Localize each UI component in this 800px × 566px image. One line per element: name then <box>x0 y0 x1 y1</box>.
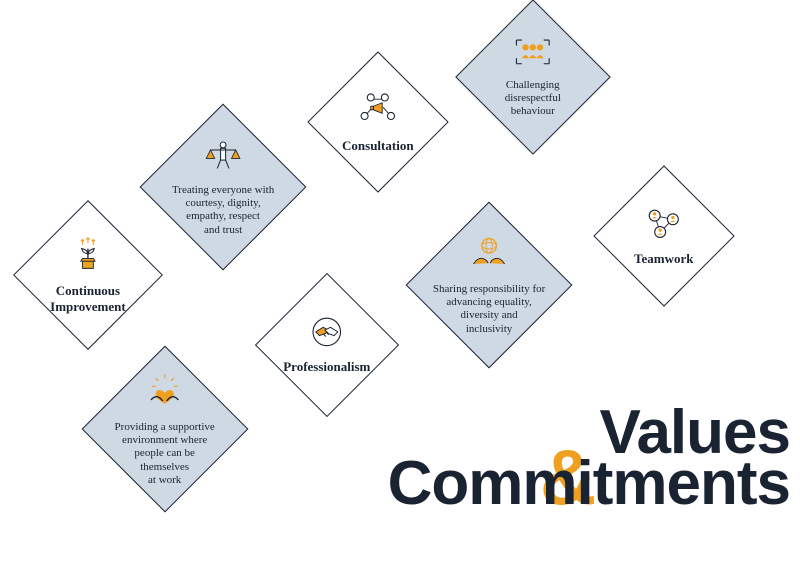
diamond-label: Professionalism <box>283 359 370 375</box>
diamond-teamwork: Teamwork <box>614 186 714 286</box>
title-block: Values Commitments <box>388 408 790 510</box>
hands-globe-icon <box>468 234 510 277</box>
handshake-icon <box>305 316 349 353</box>
diamond-label: Teamwork <box>634 251 693 267</box>
people-network-icon <box>644 206 684 245</box>
diamond-label: Sharing responsibility foradvancing equa… <box>433 283 545 336</box>
diamond-label: Treating everyone withcourtesy, dignity,… <box>172 184 274 237</box>
diamond-continuous-improvement: ContinuousImprovement <box>35 222 141 328</box>
title-line-2: Commitments <box>388 459 790 510</box>
diamond-challenging: Challenging disrespectfulbehaviour <box>478 22 588 132</box>
scales-icon <box>202 137 244 178</box>
plant-icon <box>70 236 106 277</box>
diamond-label: ContinuousImprovement <box>50 283 126 314</box>
diamond-label: Challenging disrespectfulbehaviour <box>479 79 587 119</box>
diamond-sharing: Sharing responsibility foradvancing equa… <box>430 226 548 344</box>
megaphone-network-icon <box>356 91 400 132</box>
diamond-label: Providing a supportiveenvironment wherep… <box>115 421 215 487</box>
diamond-consultation: Consultation <box>328 72 428 172</box>
diamond-supportive: Providing a supportiveenvironment wherep… <box>106 370 224 488</box>
diamond-label: Consultation <box>342 138 414 154</box>
diamond-courtesy: Treating everyone withcourtesy, dignity,… <box>164 128 282 246</box>
hands-heart-icon <box>144 372 186 415</box>
people-group-icon <box>513 36 553 73</box>
diamond-professionalism: Professionalism <box>276 294 378 396</box>
